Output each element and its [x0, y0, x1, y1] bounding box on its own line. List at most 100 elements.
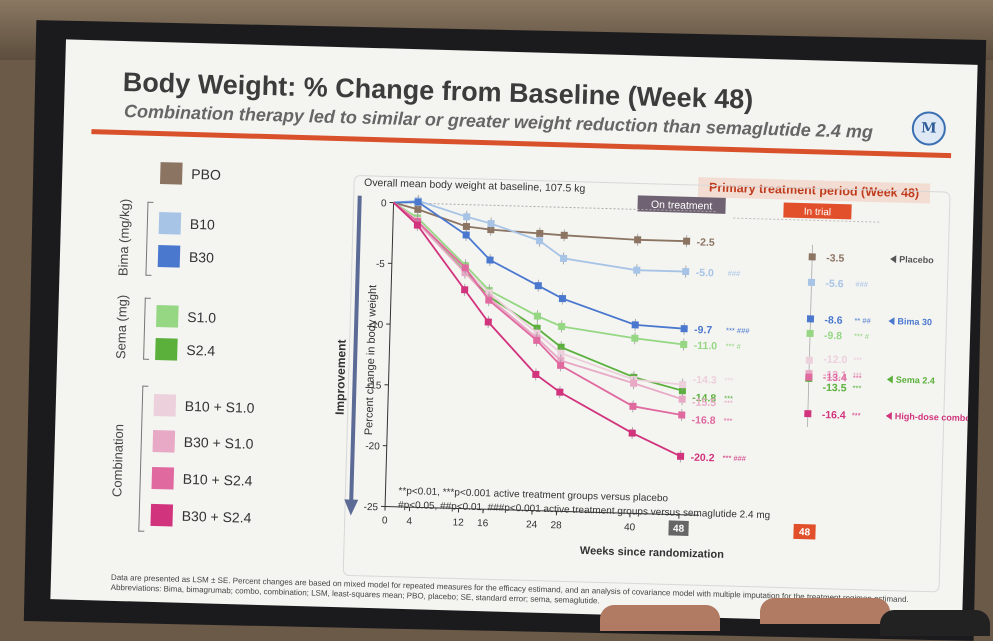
- y-tick-label: -20: [365, 441, 380, 452]
- y-tick-label: 0: [381, 198, 387, 209]
- data-point: [559, 295, 566, 302]
- in-trial-label: -8.6: [824, 314, 843, 327]
- audience-hand: [760, 598, 890, 624]
- data-point: [681, 325, 688, 332]
- presentation-slide: Body Weight: % Change from Baseline (Wee…: [50, 39, 977, 624]
- y-tick-label: -10: [369, 320, 384, 331]
- improvement-label: Improvement: [333, 339, 349, 415]
- series-end-label: -2.5: [696, 236, 715, 249]
- series-significance: ###: [728, 269, 742, 278]
- data-point: [560, 255, 567, 262]
- series-significance: *** ###: [726, 326, 750, 336]
- series-end-label: -11.0: [694, 340, 718, 353]
- data-point: [629, 429, 636, 436]
- in-trial-label: -13.4: [823, 372, 847, 385]
- in-trial-label: In trial: [804, 207, 832, 219]
- weight-change-chart: Improvement Percent change in body weigh…: [50, 39, 977, 624]
- x-tick-label: 4: [406, 516, 412, 527]
- data-point: [682, 268, 689, 275]
- series-end-label: -5.0: [696, 267, 715, 280]
- x-tick-label: 24: [526, 519, 538, 530]
- in-trial-label: -9.8: [824, 330, 843, 343]
- y-tick-label: -25: [363, 502, 378, 513]
- x-tick-label: 0: [382, 515, 388, 526]
- data-point: [633, 267, 640, 274]
- series-line: [390, 201, 687, 328]
- data-point: [680, 341, 687, 348]
- in-trial-point: [807, 315, 814, 322]
- in-trial-point: [806, 357, 813, 364]
- series-end-label: -14.3: [693, 374, 717, 387]
- x-tick-label: 48: [673, 524, 685, 535]
- annotation-arrow-icon: [888, 317, 894, 325]
- series-significance: *** #: [726, 342, 742, 351]
- data-point: [683, 238, 690, 245]
- in-trial-significance: *** #: [854, 332, 870, 341]
- annotation-arrow-icon: [890, 255, 896, 263]
- in-trial-significance: ***: [852, 411, 861, 420]
- data-point: [679, 396, 686, 403]
- x-tick-label: 12: [452, 517, 464, 528]
- audience-phone: [880, 610, 990, 636]
- in-trial-x-label: 48: [799, 527, 811, 538]
- data-point: [557, 362, 564, 369]
- improvement-arrow-head: [344, 499, 358, 515]
- in-trial-significance: ***: [852, 384, 861, 393]
- data-point: [634, 236, 641, 243]
- data-point: [535, 282, 542, 289]
- y-tick-label: -5: [376, 259, 386, 270]
- series-significance: *** ###: [722, 454, 746, 464]
- in-trial-point: [805, 374, 812, 381]
- x-axis-label: Weeks since randomization: [580, 545, 725, 561]
- data-point: [533, 337, 540, 344]
- annotation-arrow-icon: [887, 375, 893, 383]
- in-trial-label: -12.0: [823, 354, 847, 367]
- series-end-label: -20.2: [690, 452, 714, 465]
- in-trial-point: [809, 253, 816, 260]
- in-trial-point: [804, 410, 811, 417]
- audience-hand: [600, 605, 720, 631]
- annotation-arrow-icon: [886, 412, 892, 420]
- x-tick-label: 16: [477, 518, 489, 529]
- chart-title: Overall mean body weight at baseline, 10…: [364, 177, 586, 195]
- data-point: [556, 389, 563, 396]
- data-point: [630, 380, 637, 387]
- data-point: [632, 321, 639, 328]
- annotation-label: Bima 30: [897, 316, 932, 327]
- data-point: [561, 232, 568, 239]
- in-trial-significance: ***: [853, 373, 862, 382]
- period-divider: [733, 218, 881, 222]
- y-axis-label: Percent change in body weight: [363, 285, 379, 436]
- data-point: [485, 318, 492, 325]
- data-point: [414, 222, 421, 229]
- data-point: [536, 237, 543, 244]
- data-point: [463, 231, 470, 238]
- x-tick-label: 28: [550, 520, 562, 531]
- data-point: [534, 312, 541, 319]
- data-point: [463, 213, 470, 220]
- annotation-label: Sema 2.4: [896, 375, 935, 386]
- data-point: [558, 323, 565, 330]
- data-point: [462, 264, 469, 271]
- data-point: [486, 256, 493, 263]
- series-significance: ***: [723, 416, 732, 425]
- in-trial-point: [806, 330, 813, 337]
- data-point: [678, 411, 685, 418]
- data-point: [631, 335, 638, 342]
- in-trial-label: -16.4: [822, 409, 846, 422]
- series-significance: ***: [725, 376, 734, 385]
- data-point: [629, 403, 636, 410]
- in-trial-label: -5.6: [825, 278, 844, 291]
- data-point: [485, 297, 492, 304]
- series-line: [390, 203, 688, 345]
- annotation-label: Placebo: [899, 254, 934, 265]
- series-significance: ***: [724, 398, 733, 407]
- x-tick-label: 40: [624, 522, 636, 533]
- series-end-label: -16.8: [691, 414, 715, 427]
- data-point: [414, 198, 421, 205]
- data-point: [461, 286, 468, 293]
- data-point: [677, 453, 684, 460]
- in-trial-significance: ***: [853, 355, 862, 364]
- data-point: [679, 381, 686, 388]
- series-end-label: -15.5: [692, 396, 716, 409]
